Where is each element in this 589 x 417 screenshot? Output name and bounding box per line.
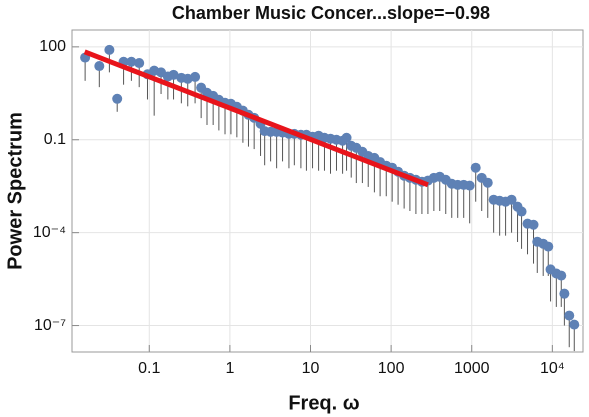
- point: [126, 56, 137, 67]
- x-tick-label: 10⁴: [540, 360, 565, 377]
- point: [190, 71, 201, 82]
- point: [94, 61, 105, 72]
- x-tick-label: 100: [378, 360, 405, 377]
- point: [341, 132, 352, 143]
- fit-line: [83, 49, 429, 188]
- x-tick-label: 0.1: [138, 360, 160, 377]
- point: [112, 93, 123, 104]
- point: [506, 194, 517, 205]
- y-axis-label: Power Spectrum: [4, 112, 26, 270]
- point: [482, 177, 493, 188]
- point: [559, 288, 570, 299]
- y-tick-label: 10⁻⁴: [33, 224, 66, 241]
- point: [464, 180, 475, 191]
- plot-frame: [71, 29, 584, 353]
- point: [564, 310, 575, 321]
- point: [543, 241, 554, 252]
- chart-title: Chamber Music Concer...slope=−0.98: [172, 3, 490, 23]
- x-tick-label: 10: [302, 360, 320, 377]
- point: [104, 44, 115, 55]
- y-tick-label: 100: [39, 38, 66, 55]
- point: [528, 219, 539, 230]
- point: [569, 319, 580, 330]
- y-tick-label: 0.1: [44, 131, 66, 148]
- x-tick-label: 1: [225, 360, 234, 377]
- point: [516, 206, 527, 217]
- point: [556, 270, 567, 281]
- point: [134, 58, 145, 69]
- y-tick-label: 10⁻⁷: [34, 317, 66, 334]
- x-tick-label: 1000: [454, 360, 490, 377]
- x-axis-label: Freq. ω: [288, 392, 359, 414]
- point: [168, 69, 179, 80]
- point: [470, 162, 481, 173]
